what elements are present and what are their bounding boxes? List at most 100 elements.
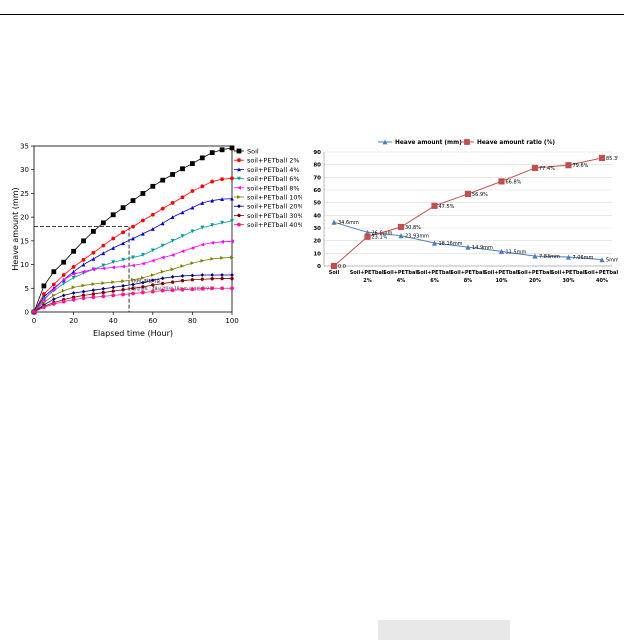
y-tick-label: 15 — [20, 237, 29, 245]
data-point — [190, 278, 195, 282]
x-tick-label: 40 — [109, 317, 118, 325]
data-point — [110, 212, 116, 218]
data-point — [141, 231, 145, 236]
x-category-label: 20% — [529, 278, 541, 284]
data-point — [150, 289, 155, 294]
x-category-label: Soil+PETball — [417, 270, 453, 276]
data-point — [121, 279, 125, 284]
data-point — [101, 294, 106, 299]
data-point — [200, 258, 205, 263]
x-category-label: Soil+PETball — [350, 270, 386, 276]
data-point — [71, 297, 76, 302]
data-point — [331, 219, 337, 225]
data-point — [230, 176, 234, 181]
data-point — [42, 300, 46, 305]
y-axis-label: Heave amount (mm) — [11, 187, 20, 270]
data-point — [180, 249, 185, 254]
data-point — [465, 244, 471, 250]
data-point — [141, 285, 145, 289]
data-label: 47.5% — [439, 204, 455, 210]
data-point — [190, 246, 195, 250]
data-point — [180, 279, 185, 283]
data-point — [210, 256, 215, 261]
data-point — [101, 286, 106, 291]
page-top-rule — [0, 14, 624, 15]
y-tick-label: 30 — [20, 166, 29, 174]
x-category-label: 4% — [397, 278, 406, 284]
data-point — [141, 275, 145, 280]
data-point — [190, 273, 195, 278]
data-point — [51, 287, 56, 292]
series-line-1 — [333, 157, 603, 267]
data-point — [180, 264, 185, 268]
data-point — [130, 198, 136, 203]
data-point — [131, 255, 135, 260]
data-point — [180, 166, 185, 172]
data-point — [160, 255, 165, 260]
data-point — [170, 238, 175, 243]
data-point — [330, 262, 338, 270]
legend-marker — [237, 204, 241, 209]
data-point — [131, 291, 135, 296]
data-point — [101, 243, 106, 248]
data-point — [61, 273, 66, 277]
y-tick-label: 90 — [313, 150, 321, 156]
data-point — [170, 172, 175, 177]
data-point — [190, 205, 195, 210]
data-point — [498, 178, 505, 185]
footer-bar — [378, 620, 510, 640]
data-point — [565, 162, 572, 169]
legend-entry: soil+PETball 8% — [247, 184, 300, 192]
x-category-label: Soil+PETball — [551, 270, 587, 276]
legend-marker — [237, 195, 241, 199]
data-point — [200, 242, 205, 247]
data-point — [398, 233, 404, 239]
data-point — [131, 236, 135, 241]
data-point — [210, 277, 215, 281]
data-point — [210, 286, 215, 291]
x-tick-label: 60 — [148, 317, 157, 325]
data-point — [160, 177, 166, 183]
annotation-trrl: TRRL 판정기준 — [130, 278, 161, 285]
legend-entry: soil+PETball 30% — [247, 212, 302, 220]
data-point — [61, 277, 66, 282]
data-point — [51, 269, 57, 275]
y-tick-label: 5 — [25, 285, 29, 293]
data-point — [170, 280, 175, 284]
data-point — [210, 223, 215, 228]
data-point — [71, 291, 76, 295]
data-point — [200, 273, 205, 277]
data-point — [91, 228, 96, 234]
data-point — [190, 287, 195, 292]
data-point — [111, 260, 116, 265]
data-point — [42, 292, 46, 296]
data-point — [170, 275, 175, 279]
x-axis-label: Elapsed time (Hour) — [93, 329, 173, 338]
x-tick-label: 100 — [225, 317, 238, 325]
data-point — [180, 287, 185, 292]
y-tick-label: 80 — [313, 163, 321, 169]
data-point — [229, 145, 235, 151]
heave-comparison-chart: 0 10 20 30 40 50 60 70 80 90 Soil Soil+PETball 2% Soi… — [313, 139, 618, 284]
data-label: 56.9% — [472, 192, 488, 198]
data-label: 30.8% — [405, 225, 421, 231]
data-point — [61, 288, 66, 293]
x-category-label: 8% — [464, 278, 473, 284]
legend-entry: Heave amount ratio (%) — [477, 140, 555, 146]
legend-entry: Soil — [247, 148, 259, 156]
data-point — [230, 255, 234, 260]
data-point — [91, 282, 96, 286]
data-point — [199, 155, 205, 161]
data-point — [210, 240, 215, 245]
data-point — [81, 269, 86, 274]
data-point — [111, 265, 116, 270]
x-category-label: Soil — [329, 270, 340, 276]
data-point — [71, 272, 76, 276]
data-point — [131, 263, 135, 268]
legend-entry: soil+PETball 2% — [247, 157, 300, 165]
data-point — [230, 196, 234, 201]
annotation-criteria: (동상성토 : 48시간동안 18mm 이상인 경우) — [131, 285, 212, 292]
data-point — [210, 273, 215, 277]
y-tick-label: 25 — [20, 190, 29, 198]
data-point — [141, 290, 145, 295]
